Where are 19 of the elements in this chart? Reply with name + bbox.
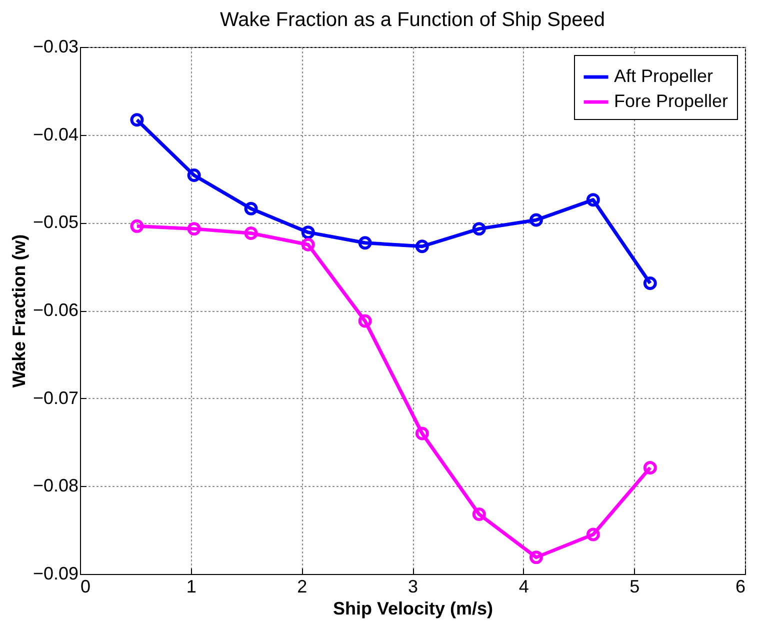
x-tick-label: 5 [630,576,640,596]
y-tick-label: −0.03 [32,36,78,56]
y-tick-label: −0.07 [32,388,78,408]
x-tick-label: 4 [518,576,529,596]
y-tick-label: −0.08 [32,476,78,496]
x-tick-label: 2 [297,576,308,596]
legend-label: Fore Propeller [614,91,728,111]
y-axis-title: Wake Fraction (w) [8,234,29,388]
x-axis-title: Ship Velocity (m/s) [332,598,494,618]
chart-title: Wake Fraction as a Function of Ship Speed [220,9,606,31]
x-tick-label: 6 [735,576,746,596]
x-tick-label: 1 [186,576,196,596]
y-tick-label: −0.09 [32,564,78,584]
y-tick-label: −0.05 [32,212,78,232]
x-tick-label: 3 [408,576,418,596]
x-tick-label: 0 [80,576,91,596]
legend-label: Aft Propeller [614,66,714,86]
y-tick-label: −0.06 [32,300,78,320]
y-tick-label: −0.04 [32,124,78,144]
